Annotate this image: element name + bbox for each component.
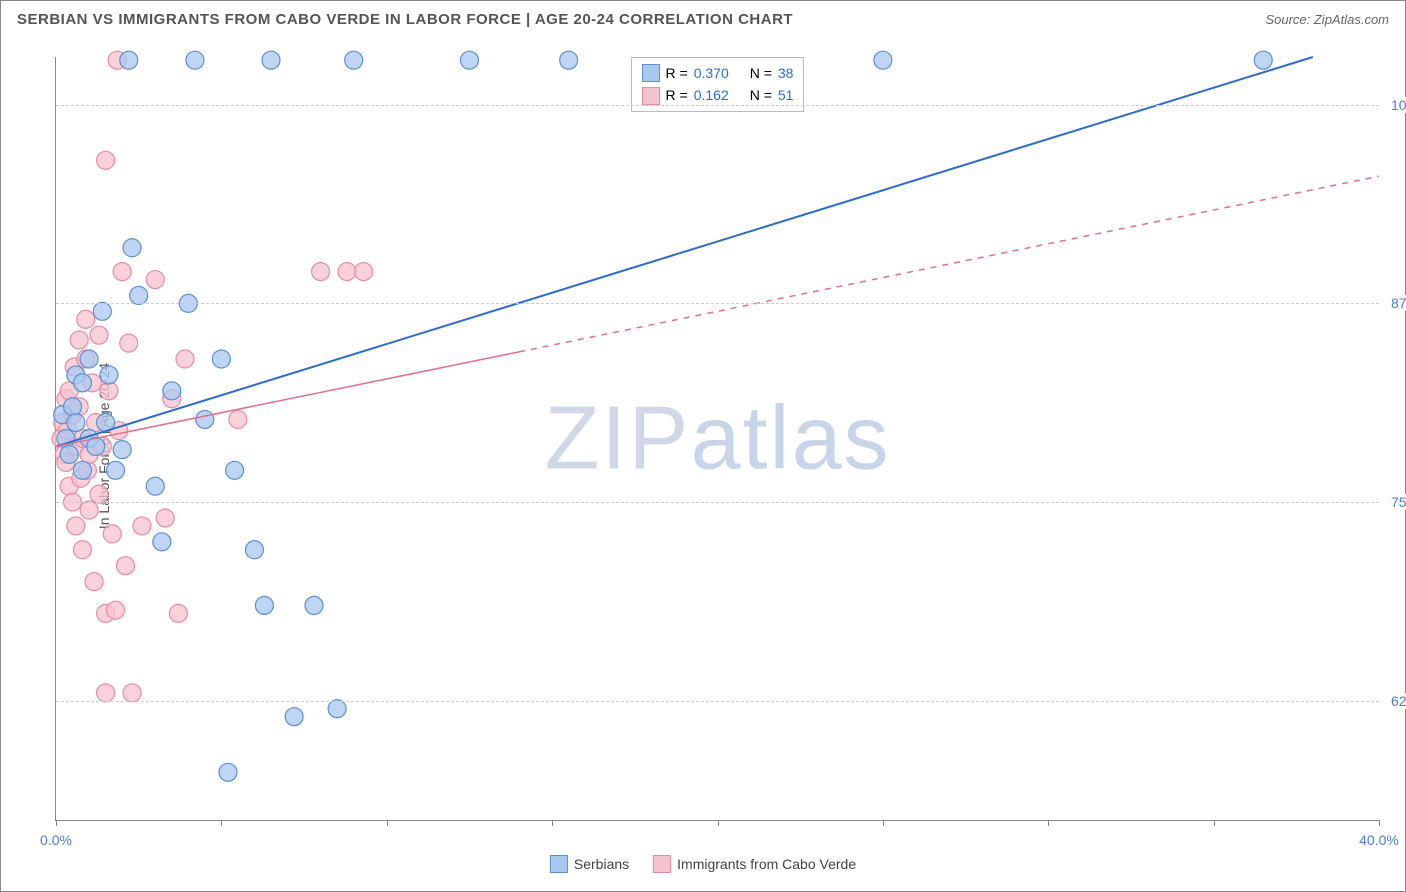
title-bar: SERBIAN VS IMMIGRANTS FROM CABO VERDE IN… (1, 1, 1405, 34)
legend-row-cabo-verde: R = 0.162 N = 51 (642, 84, 794, 106)
serbians-n-value: 38 (778, 62, 794, 84)
y-tick-label: 100.0% (1383, 97, 1406, 113)
correlation-legend: R = 0.370 N = 38 R = 0.162 N = 51 (631, 57, 805, 112)
r-label: R = (666, 62, 688, 84)
serbians-r-value: 0.370 (694, 62, 744, 84)
n-label: N = (750, 62, 772, 84)
n-label: N = (750, 84, 772, 106)
chart-container: SERBIAN VS IMMIGRANTS FROM CABO VERDE IN… (0, 0, 1406, 892)
x-tick-label: 40.0% (1359, 832, 1399, 848)
legend-row-serbians: R = 0.370 N = 38 (642, 62, 794, 84)
cabo-verde-n-value: 51 (778, 84, 794, 106)
plot-svg (56, 57, 1379, 820)
y-tick-label: 75.0% (1383, 494, 1406, 510)
serbians-swatch-bottom (550, 855, 568, 873)
cabo-verde-label: Immigrants from Cabo Verde (677, 856, 856, 872)
serbians-label: Serbians (574, 856, 629, 872)
cabo-verde-swatch-bottom (653, 855, 671, 873)
serbians-swatch (642, 64, 660, 82)
y-tick-label: 62.5% (1383, 693, 1406, 709)
series-legend: Serbians Immigrants from Cabo Verde (550, 855, 856, 873)
x-tick-label: 0.0% (40, 832, 72, 848)
cabo-verde-swatch (642, 87, 660, 105)
cabo-verde-r-value: 0.162 (694, 84, 744, 106)
r-label: R = (666, 84, 688, 106)
y-tick-label: 87.5% (1383, 295, 1406, 311)
legend-item-cabo-verde: Immigrants from Cabo Verde (653, 855, 856, 873)
legend-item-serbians: Serbians (550, 855, 629, 873)
source-label: Source: ZipAtlas.com (1265, 12, 1389, 27)
chart-title: SERBIAN VS IMMIGRANTS FROM CABO VERDE IN… (17, 11, 793, 28)
plot-area: ZIPatlas R = 0.370 N = 38 R = 0.162 N = … (55, 57, 1379, 821)
